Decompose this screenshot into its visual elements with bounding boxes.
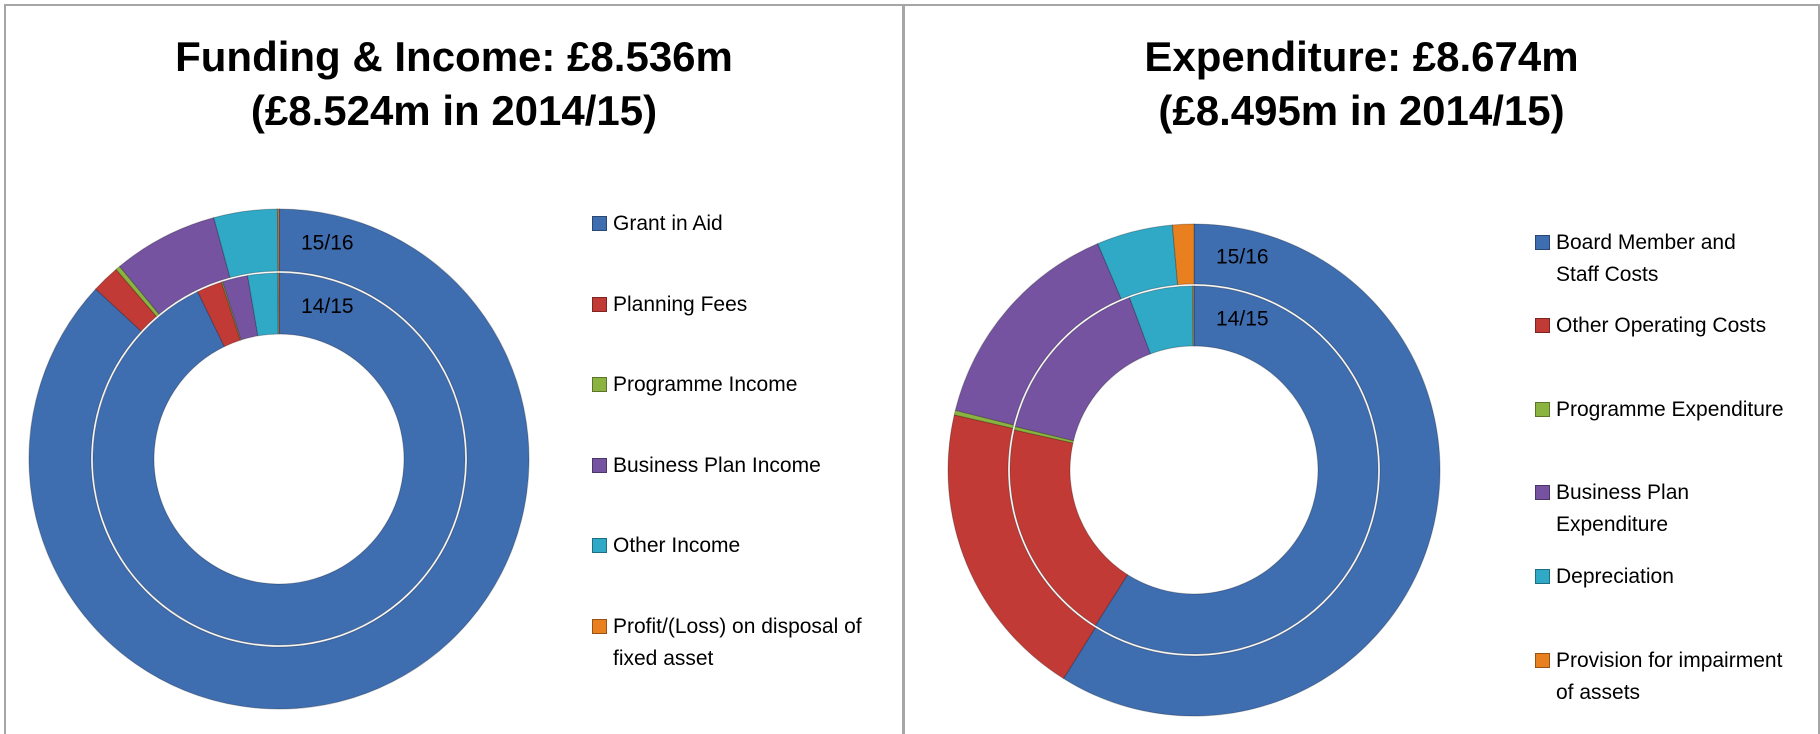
legend-swatch	[592, 619, 607, 634]
donut-segment	[1128, 285, 1194, 355]
legend-item: Planning Fees	[592, 289, 875, 321]
chart-subtitle: (£8.495m in 2014/15)	[1158, 87, 1565, 134]
legend-item: Grant in Aid	[592, 208, 875, 240]
donut-segment	[92, 272, 466, 646]
donut-segment	[28, 208, 530, 710]
donut-segment	[947, 414, 1097, 680]
legend-item: Business Plan Income	[592, 450, 875, 482]
donut-segment	[1094, 285, 1379, 655]
donut-segment	[197, 281, 242, 348]
legend-label: Depreciation	[1556, 565, 1674, 588]
donut-segment	[1192, 285, 1195, 347]
legend-item: Programme Expenditure	[1535, 394, 1784, 426]
legend-label: Other Income	[613, 534, 741, 557]
legend-swatch	[592, 377, 607, 392]
donut-segment	[277, 272, 280, 335]
donut-segment	[953, 409, 1015, 429]
legend-swatch	[1535, 235, 1550, 250]
legend-swatch	[1535, 318, 1550, 333]
legend-label: Grant in Aid	[613, 212, 723, 235]
legend-item: Profit/(Loss) on disposal of fixed asset	[592, 611, 875, 675]
legend-label: Business Plan Expenditure	[1556, 481, 1690, 536]
ring-label: 15/16	[1216, 246, 1269, 269]
legend-swatch	[592, 458, 607, 473]
legend-item: Depreciation	[1535, 561, 1784, 593]
ring-label: 15/16	[301, 232, 354, 255]
donut-segment	[1171, 223, 1195, 286]
donut-segment	[954, 242, 1122, 426]
legend-item: Other Operating Costs	[1535, 310, 1784, 342]
donut-segment	[115, 265, 160, 318]
legend-label: Programme Expenditure	[1556, 398, 1784, 421]
legend-label: Planning Fees	[613, 293, 748, 316]
legend-item: Business Plan Expenditure	[1535, 477, 1784, 541]
donut-segment	[1009, 429, 1129, 627]
legend-swatch	[1535, 569, 1550, 584]
donut-segment	[276, 208, 280, 272]
ring-label: 14/15	[1216, 308, 1269, 331]
legend-swatch	[592, 216, 607, 231]
legend-item: Provision for impairment of assets	[1535, 645, 1784, 709]
legend-label: Provision for impairment of assets	[1556, 649, 1783, 704]
donut-segment	[1014, 297, 1152, 442]
legend-swatch	[1535, 653, 1550, 668]
legend-swatch	[592, 297, 607, 312]
legend-label: Board Member and Staff Costs	[1556, 231, 1736, 286]
legend-item: Board Member and Staff Costs	[1535, 227, 1784, 291]
legend-label: Programme Income	[613, 373, 798, 396]
donut-segment	[220, 281, 242, 341]
donut-segment	[213, 208, 279, 279]
chart-title: Expenditure: £8.674m	[1144, 33, 1579, 80]
legend-swatch	[592, 538, 607, 553]
chart-subtitle: (£8.524m in 2014/15)	[250, 87, 658, 134]
donut-segment	[1013, 425, 1075, 444]
legend-item: Programme Income	[592, 369, 875, 401]
donut-segment	[1062, 223, 1441, 717]
legend-item: Other Income	[592, 530, 875, 562]
legend-swatch	[1535, 485, 1550, 500]
legend-swatch	[1535, 402, 1550, 417]
legend-label: Other Operating Costs	[1556, 314, 1767, 337]
legend-label: Profit/(Loss) on disposal of fixed asset	[613, 615, 862, 670]
ring-label: 14/15	[301, 295, 354, 318]
donut-segment	[94, 268, 158, 332]
chart-title: Funding & Income: £8.536m	[175, 33, 733, 80]
legend-label: Business Plan Income	[613, 454, 821, 477]
